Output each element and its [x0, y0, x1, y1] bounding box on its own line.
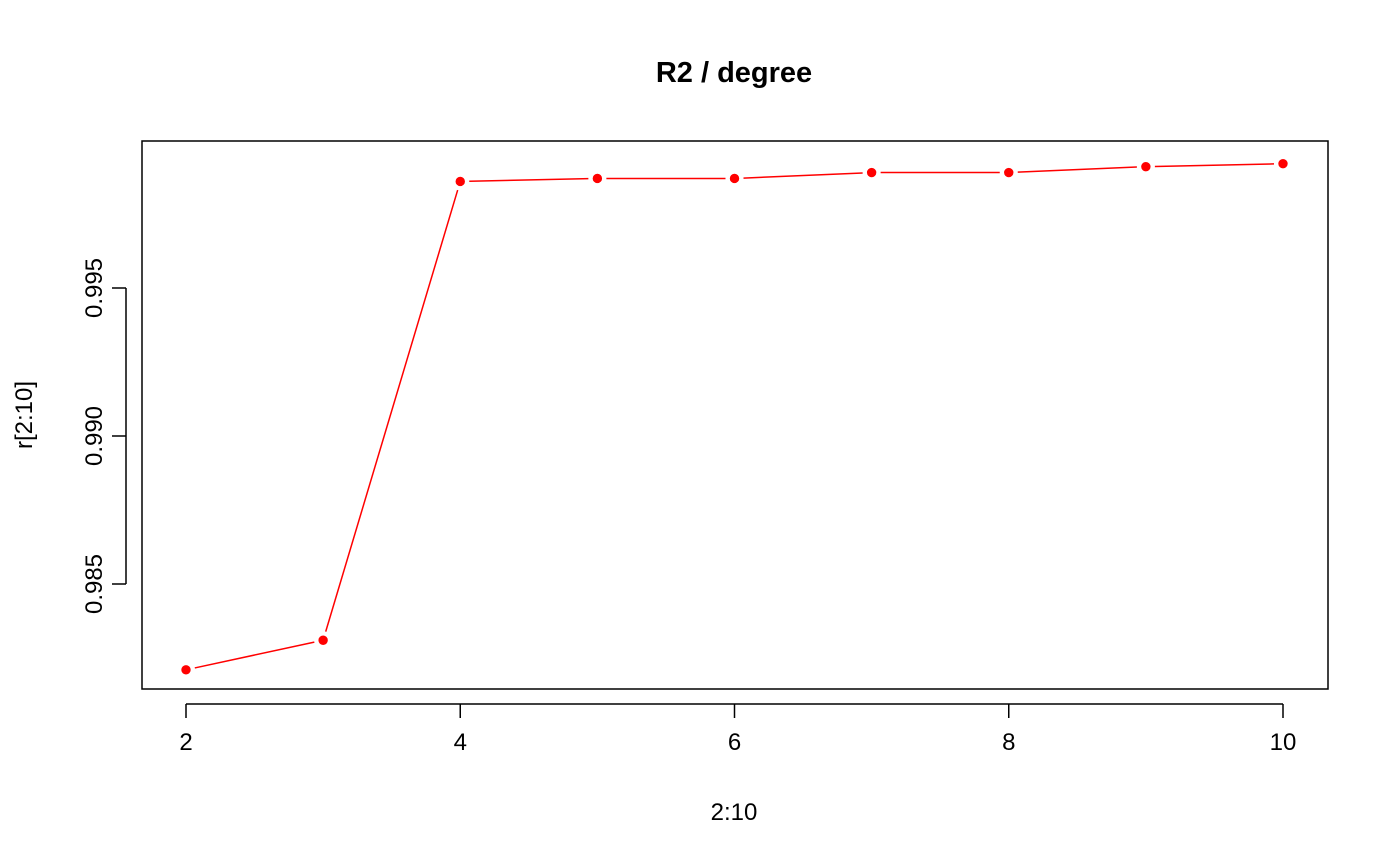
- series-line-segment: [324, 189, 459, 632]
- y-tick-label: 0.995: [81, 258, 108, 318]
- y-tick-label: 0.985: [81, 554, 108, 614]
- x-tick-label: 8: [1002, 729, 1015, 756]
- y-axis: 0.985 0.990 0.995: [81, 258, 127, 614]
- series-group: [180, 157, 1289, 676]
- data-point: [317, 634, 329, 646]
- data-point: [454, 175, 466, 188]
- x-tick-label: 4: [454, 729, 467, 756]
- series-line-segment: [1017, 166, 1137, 173]
- data-point: [1277, 157, 1289, 170]
- x-axis: 2 4 6 8 10: [179, 703, 1297, 756]
- data-point: [728, 172, 741, 185]
- chart-title: R2 / degree: [656, 57, 812, 89]
- x-tick-label: 6: [728, 729, 741, 756]
- data-point: [1003, 166, 1015, 179]
- x-tick-label: 10: [1270, 729, 1297, 756]
- x-axis-label: 2:10: [711, 799, 758, 826]
- y-tick-label: 0.990: [81, 406, 108, 466]
- data-point: [1140, 160, 1152, 173]
- series-line-segment: [1154, 163, 1275, 168]
- data-point: [591, 172, 604, 185]
- series-line-segment: [469, 177, 589, 182]
- plot-frame: [141, 140, 1329, 690]
- series-line-segment: [743, 172, 863, 179]
- data-point: [180, 664, 192, 676]
- x-tick-label: 2: [179, 729, 192, 756]
- y-axis-label: r[2:10]: [11, 381, 38, 449]
- series-line-segment: [194, 641, 315, 669]
- data-point: [865, 166, 878, 179]
